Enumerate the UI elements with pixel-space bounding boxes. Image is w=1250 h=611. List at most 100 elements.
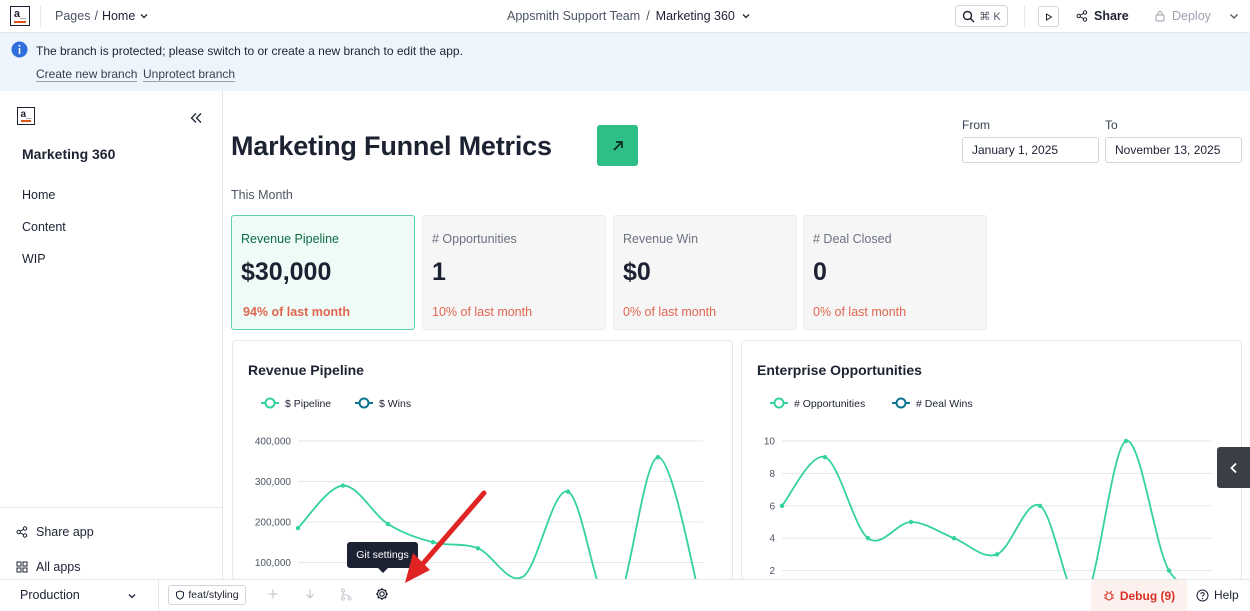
metric-label: # Opportunities <box>432 232 517 246</box>
series-line <box>781 440 1178 579</box>
chart-title: Enterprise Opportunities <box>757 362 922 378</box>
legend-marker <box>895 397 907 409</box>
data-point <box>565 489 571 494</box>
data-point <box>430 540 436 545</box>
current-page-select[interactable]: Home <box>101 9 136 23</box>
merge-icon[interactable] <box>340 588 352 601</box>
metric-label: Revenue Pipeline <box>241 232 339 246</box>
data-point <box>1166 568 1172 573</box>
y-tick-label: 200,000 <box>255 518 292 529</box>
collapse-sidebar-icon[interactable] <box>189 111 203 125</box>
legend-label: $ Pipeline <box>285 398 331 410</box>
arrow-up-right-icon <box>612 140 623 151</box>
data-point <box>295 525 301 531</box>
y-tick-label: 8 <box>769 469 775 480</box>
app-title: Appsmith Support Team / Marketing 360 <box>507 9 751 23</box>
branch-button[interactable]: feat/styling <box>168 585 246 605</box>
share-icon <box>1076 10 1088 22</box>
legend-label: # Opportunities <box>794 398 865 410</box>
expand-panel-button[interactable] <box>1217 447 1250 488</box>
help-icon <box>1196 589 1209 601</box>
to-label: To <box>1105 118 1118 132</box>
banner-message: The branch is protected; please switch t… <box>36 44 463 58</box>
bottom-bar: Production feat/styling Debug (9) Help <box>0 579 1250 611</box>
legend-marker <box>773 397 785 409</box>
share-button[interactable]: Share <box>1076 9 1129 23</box>
help-label: Help <box>1214 588 1239 602</box>
data-point <box>994 552 1000 557</box>
y-tick-label: 10 <box>764 437 776 448</box>
legend-label: $ Wins <box>379 398 411 410</box>
metric-change: 10% of last month <box>432 305 533 319</box>
deploy-button[interactable]: Deploy <box>1154 9 1211 23</box>
data-point <box>385 521 391 527</box>
period-subtitle: This Month <box>231 188 293 202</box>
sidebar-item-home[interactable]: Home <box>22 188 56 202</box>
revenue-pipeline-chart: Revenue Pipeline 400,000 300,000 200,000 10… <box>232 340 733 580</box>
grid-icon <box>16 561 28 573</box>
y-tick-label: 6 <box>769 501 775 512</box>
app-logo: a_ <box>17 107 35 125</box>
metric-value: 0 <box>813 258 827 286</box>
data-point <box>822 455 828 460</box>
debug-label: Debug (9) <box>1119 588 1176 603</box>
search-icon <box>963 10 975 22</box>
help-button[interactable]: Help <box>1196 588 1239 602</box>
metric-card-deal-closed[interactable]: # Deal Closed 0 0% of last month <box>803 215 987 330</box>
metric-card-revenue-win[interactable]: Revenue Win $0 0% of last month <box>613 215 797 330</box>
share-label: Share <box>1094 9 1129 23</box>
metric-label: Revenue Win <box>623 232 699 246</box>
breadcrumb-separator: / <box>94 9 98 23</box>
metric-change: 0% of last month <box>623 305 717 319</box>
bug-icon <box>1103 590 1114 600</box>
from-date-input[interactable]: January 1, 2025 <box>962 137 1099 163</box>
y-tick-label: 2 <box>769 566 775 577</box>
preview-button[interactable] <box>1038 6 1059 27</box>
share-icon <box>16 526 28 538</box>
lock-icon <box>1155 11 1165 22</box>
unprotect-branch-link[interactable]: Unprotect branch <box>143 67 236 82</box>
info-icon <box>11 41 28 58</box>
divider <box>40 6 41 27</box>
sidebar-app-title: Marketing 360 <box>22 146 116 162</box>
git-settings-tooltip: Git settings <box>347 542 418 573</box>
metric-value: $30,000 <box>241 258 332 286</box>
y-tick-label: 4 <box>769 534 775 545</box>
deploy-menu-chevron-icon[interactable] <box>1228 10 1240 22</box>
branch-name: feat/styling <box>188 589 239 601</box>
metric-card-opportunities[interactable]: # Opportunities 1 10% of last month <box>422 215 606 330</box>
legend-label: # Deal Wins <box>916 398 973 410</box>
chevron-down-icon[interactable] <box>139 11 149 21</box>
app-name-select[interactable]: Marketing 360 <box>655 9 735 23</box>
environment-select[interactable]: Production <box>20 588 80 602</box>
gear-icon[interactable] <box>375 587 389 601</box>
appsmith-logo[interactable]: a_ <box>10 6 30 26</box>
divider <box>0 507 222 508</box>
sidebar-item-wip[interactable]: WIP <box>22 252 46 266</box>
deploy-label: Deploy <box>1172 9 1211 23</box>
chart-title: Revenue Pipeline <box>248 362 364 378</box>
y-tick-label: 400,000 <box>255 437 292 448</box>
data-point <box>908 519 914 525</box>
pull-icon[interactable] <box>304 588 316 600</box>
debug-button[interactable]: Debug (9) <box>1091 580 1187 611</box>
create-branch-link[interactable]: Create new branch <box>36 67 138 82</box>
to-date-input[interactable]: November 13, 2025 <box>1105 137 1242 163</box>
search-button[interactable]: ⌘ K <box>955 5 1008 27</box>
open-external-button[interactable] <box>597 125 638 166</box>
sidebar-item-content[interactable]: Content <box>22 220 66 234</box>
shield-icon <box>176 590 185 600</box>
protected-branch-banner <box>0 33 1250 91</box>
metric-change: 0% of last month <box>813 305 907 319</box>
chevron-down-icon[interactable] <box>741 11 751 21</box>
legend-marker <box>358 397 370 409</box>
data-point <box>655 455 661 460</box>
divider <box>158 580 159 611</box>
metric-card-revenue-pipeline[interactable]: Revenue Pipeline $30,000 94% of last mon… <box>231 215 415 330</box>
chevron-down-icon[interactable] <box>127 591 137 601</box>
pages-link[interactable]: Pages <box>55 9 91 23</box>
share-app-label: Share app <box>36 525 94 539</box>
share-app-button[interactable]: Share app <box>16 525 94 539</box>
plus-icon[interactable] <box>267 588 279 600</box>
all-apps-button[interactable]: All apps <box>16 560 80 574</box>
